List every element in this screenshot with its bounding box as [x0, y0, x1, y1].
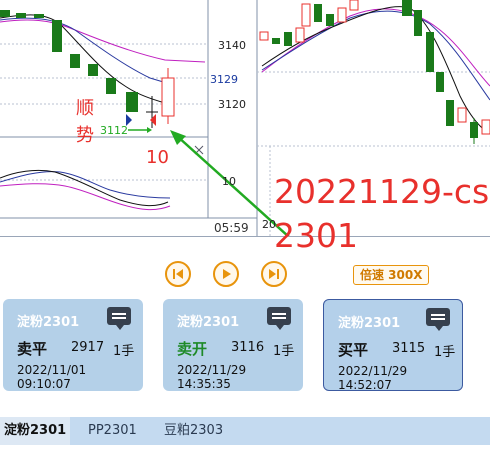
ma-line-black-right [261, 6, 490, 135]
signal-arrow-head [147, 127, 152, 133]
signal-price: 3112 [100, 124, 128, 137]
signal-text-trend-1: 顺 [76, 98, 94, 119]
card-action: 卖平 [17, 340, 48, 358]
card-title: 淀粉2301 [17, 315, 80, 330]
kline-chart-area[interactable]: 3140 3129 3120 10 20 05:59 顺 势 3112 10 2… [0, 0, 490, 255]
card-lots: 1手 [113, 344, 135, 359]
ma-line-black [0, 14, 169, 105]
candlestick-charts [0, 0, 490, 236]
card-title: 淀粉2301 [338, 316, 401, 331]
trade-card[interactable]: 淀粉2301 卖开 3116 1手 2022/11/29 14:35:35 [163, 299, 303, 391]
chat-icon[interactable] [426, 308, 450, 331]
card-price: 3115 [392, 341, 426, 356]
tab-instrument-3[interactable]: 豆粕2303 [164, 423, 224, 438]
card-time: 2022/11/29 14:35:35 [177, 363, 247, 391]
ma-line-blue [0, 17, 171, 85]
trade-card[interactable]: 淀粉2301 卖平 2917 1手 2022/11/01 09:10:07 [3, 299, 143, 391]
trade-card-selected[interactable]: 淀粉2301 买平 3115 1手 2022/11/29 14:52:07 [323, 299, 463, 392]
right-candles [259, 0, 490, 144]
overlay-title-line-1: 20221129-cs [274, 172, 490, 211]
time-label: 05:59 [214, 221, 249, 235]
play-icon[interactable] [213, 261, 239, 287]
ma-line-magenta [0, 19, 206, 63]
card-action: 卖开 [177, 340, 208, 358]
left-candles [0, 10, 175, 128]
instrument-tabs: 淀粉2301 PP2301 豆粕2303 [0, 417, 490, 445]
speed-button[interactable]: 倍速 300X [353, 265, 430, 285]
tab-instrument-2[interactable]: PP2301 [88, 423, 137, 438]
signal-text-trend-2: 势 [76, 125, 94, 146]
annotation-arrow-head [170, 130, 186, 145]
card-lots: 1手 [273, 344, 295, 359]
card-title: 淀粉2301 [177, 315, 240, 330]
annotation-arrow [176, 135, 290, 236]
card-price: 3116 [231, 340, 265, 355]
card-action: 买平 [338, 341, 369, 359]
axis-label-3129: 3129 [210, 73, 238, 86]
card-lots: 1手 [434, 345, 456, 360]
card-time: 2022/11/01 09:10:07 [17, 363, 87, 391]
overlay-title-line-2: 2301 [274, 216, 358, 255]
indicator-line-black [0, 169, 169, 207]
indicator-line-magenta [0, 183, 171, 211]
overlay-title: 20221129-cs 2301 [274, 170, 489, 258]
signal-count: 10 [146, 147, 169, 168]
card-price: 2917 [71, 340, 105, 355]
skip-back-icon[interactable] [165, 261, 191, 287]
axis-label-10: 10 [222, 175, 236, 188]
tab-instrument-1[interactable]: 淀粉2301 [0, 417, 71, 445]
skip-forward-icon[interactable] [261, 261, 287, 287]
ma-line-blue-right [261, 10, 490, 101]
card-time: 2022/11/29 14:52:07 [338, 364, 408, 392]
axis-label-3120: 3120 [218, 98, 246, 111]
chat-icon[interactable] [267, 307, 291, 330]
chat-icon[interactable] [107, 307, 131, 330]
playback-controls: 倍速 300X [0, 252, 490, 298]
ma-line-magenta-right [261, 8, 490, 87]
indicator-line-blue [0, 171, 171, 199]
axis-label-3140: 3140 [218, 39, 246, 52]
axis-label-20: 20 [262, 218, 276, 231]
